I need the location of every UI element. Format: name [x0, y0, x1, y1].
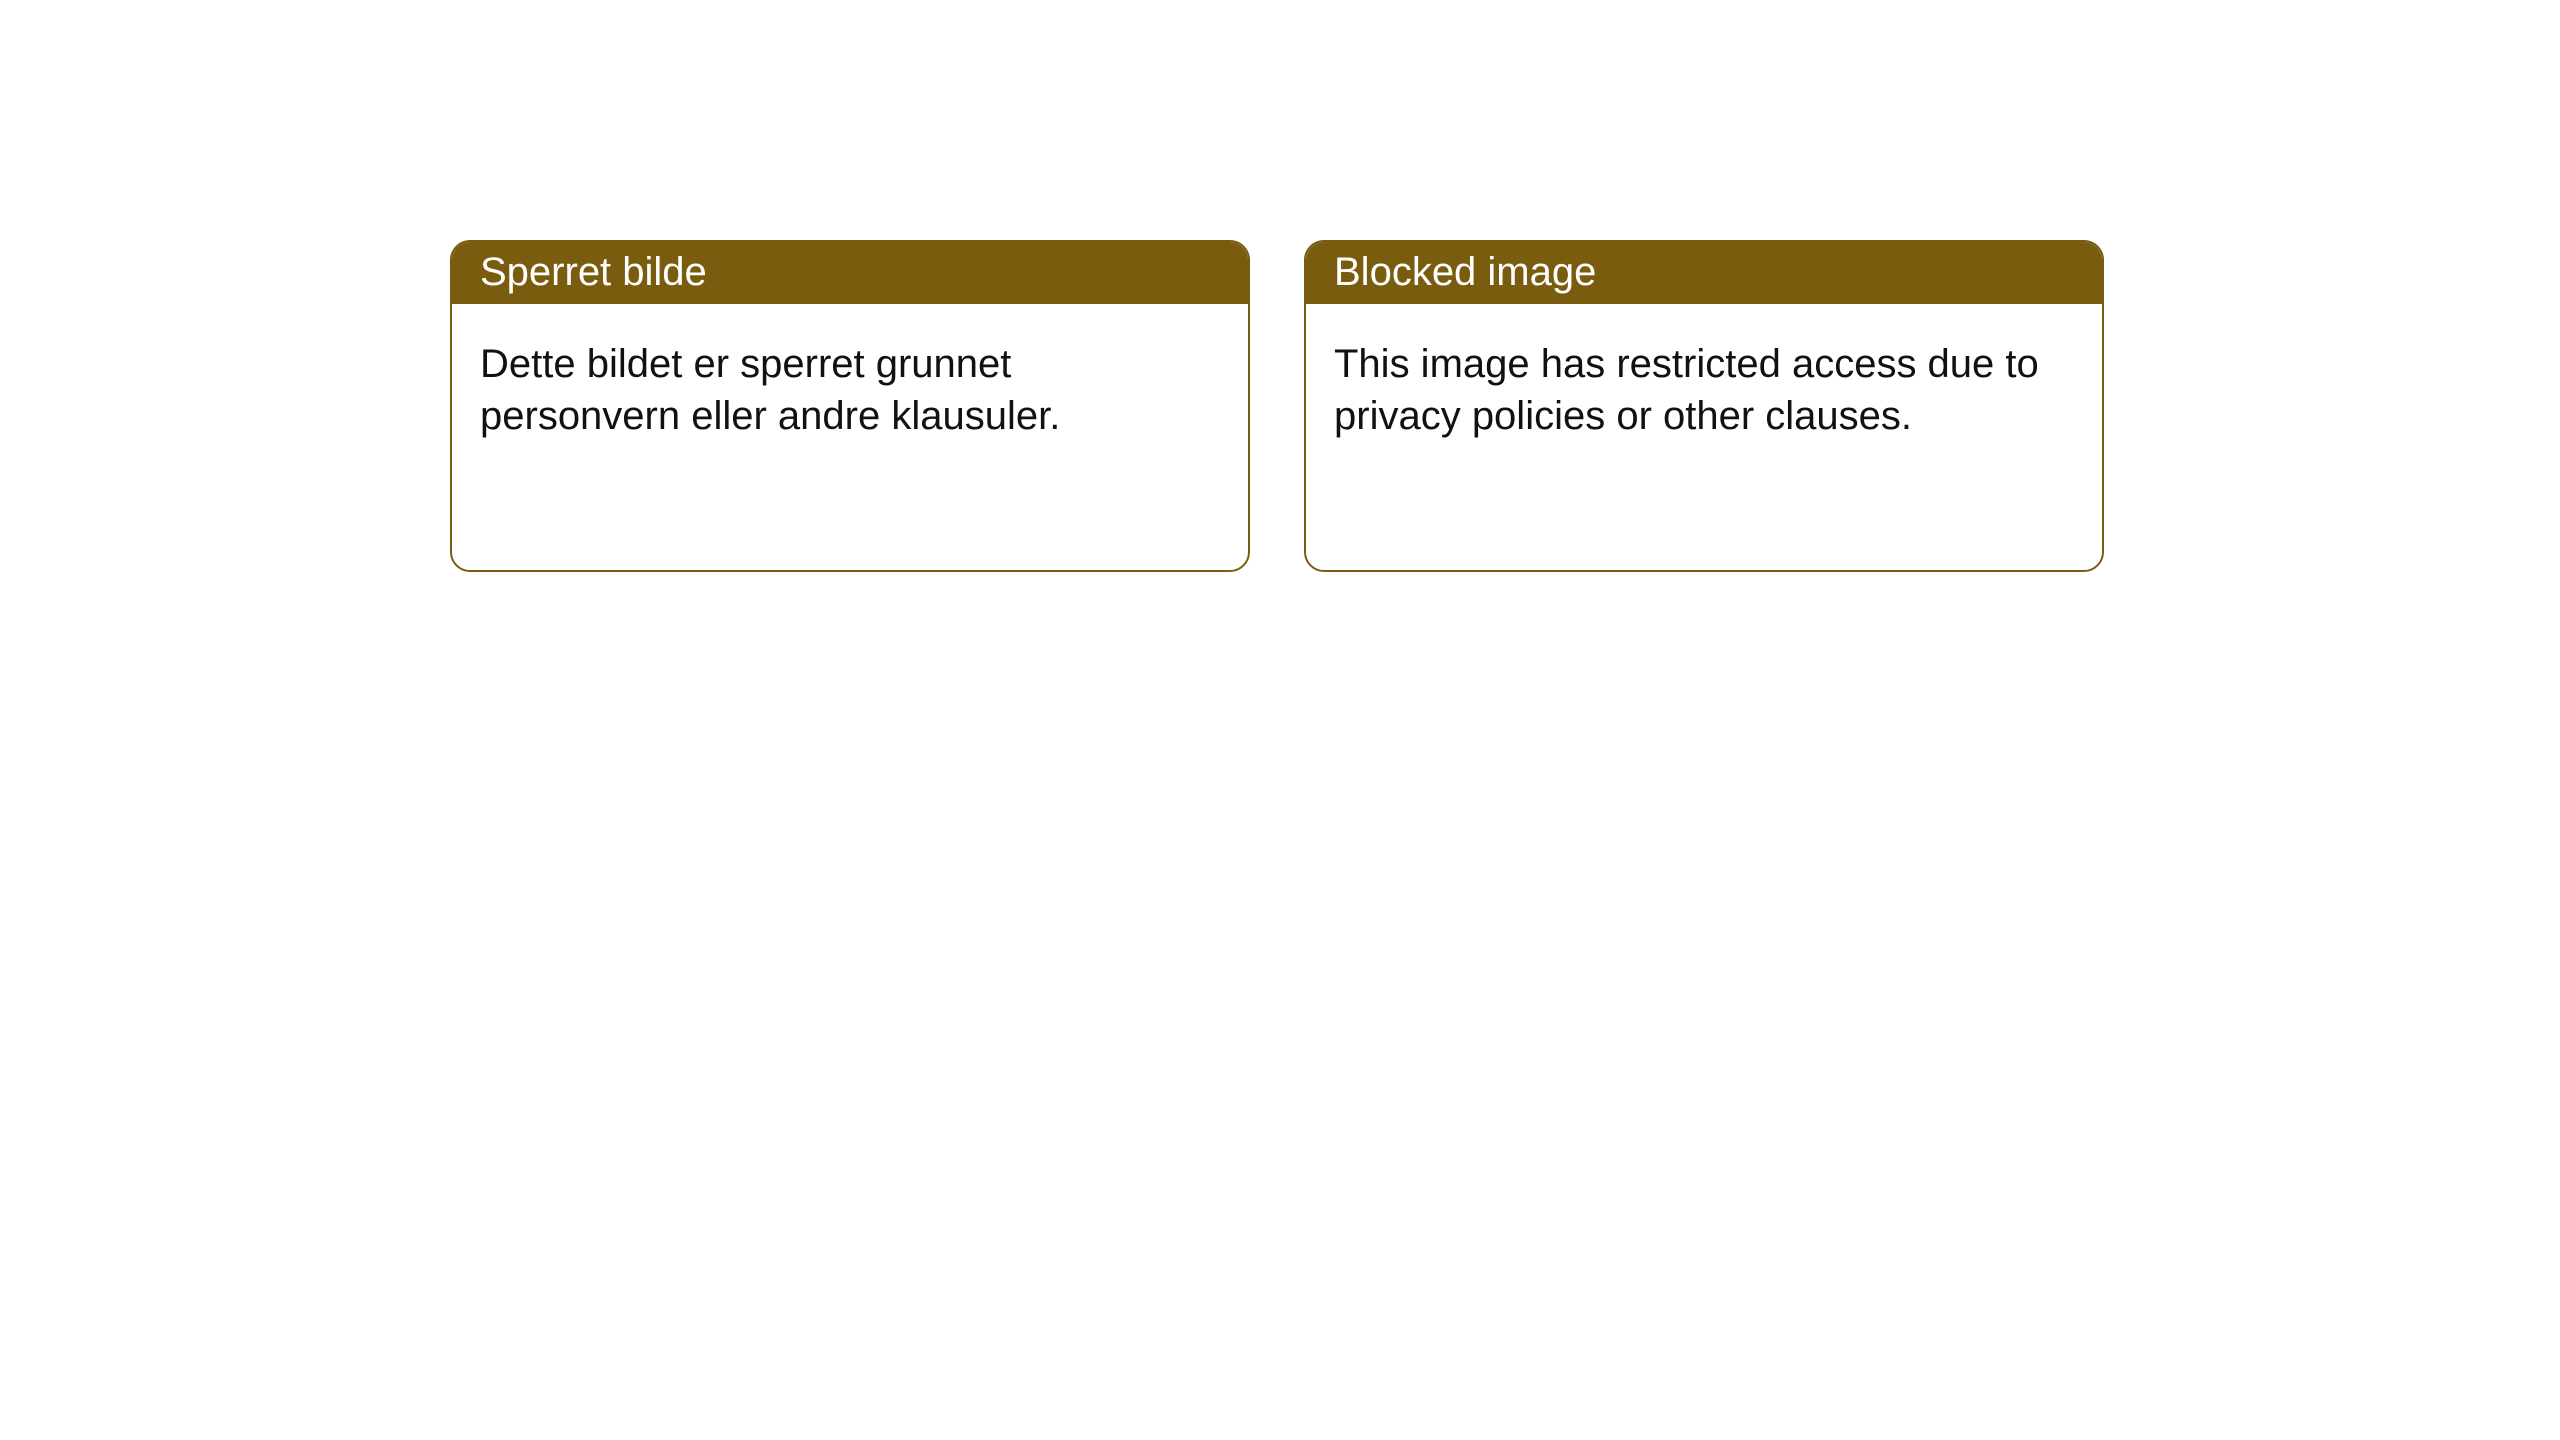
notice-card-body: Dette bildet er sperret grunnet personve…: [452, 304, 1248, 470]
notice-card-title: Blocked image: [1306, 242, 2102, 304]
notice-card-english: Blocked image This image has restricted …: [1304, 240, 2104, 572]
notice-card-title: Sperret bilde: [452, 242, 1248, 304]
notice-cards-container: Sperret bilde Dette bildet er sperret gr…: [0, 0, 2560, 572]
notice-card-body: This image has restricted access due to …: [1306, 304, 2102, 470]
notice-card-norwegian: Sperret bilde Dette bildet er sperret gr…: [450, 240, 1250, 572]
